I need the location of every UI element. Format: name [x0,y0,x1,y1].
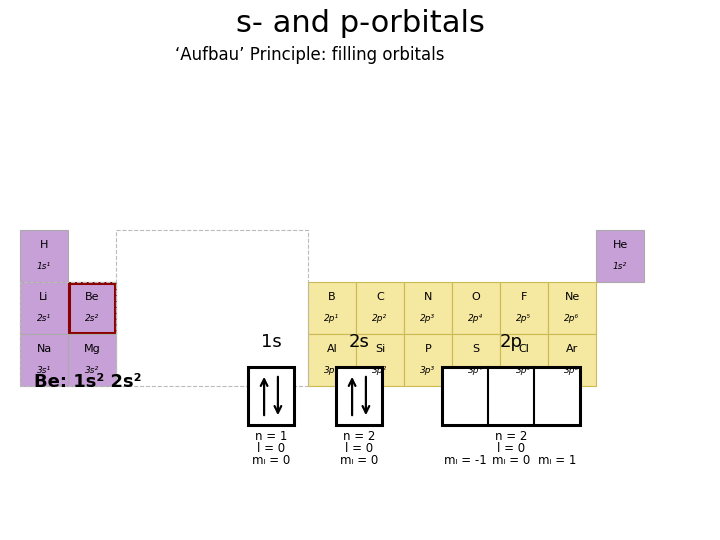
Bar [596,230,644,282]
Text: 3p⁶: 3p⁶ [564,366,580,375]
Text: 2s²: 2s² [85,314,99,323]
Bar [442,367,580,425]
Bar [248,367,294,425]
Text: C: C [376,292,384,301]
Text: Na: Na [37,343,52,354]
Bar [20,282,116,386]
Text: 2p²: 2p² [372,314,387,323]
Text: l = 0: l = 0 [497,442,525,455]
Bar [68,282,116,334]
Text: n = 2: n = 2 [495,430,527,443]
Text: 3p⁵: 3p⁵ [516,366,531,375]
Text: Al: Al [327,343,338,354]
Text: Cl: Cl [518,343,529,354]
Bar [452,334,500,386]
Text: mₗ = 1: mₗ = 1 [538,454,576,467]
Bar [20,230,68,282]
Text: Li: Li [40,292,49,301]
Text: 2p: 2p [500,333,523,351]
Bar [452,282,500,334]
Bar [356,334,404,386]
Text: P: P [425,343,431,354]
Text: 3p⁴: 3p⁴ [469,366,484,375]
Bar [20,282,68,334]
Text: ‘Aufbau’ Principle: filling orbitals: ‘Aufbau’ Principle: filling orbitals [175,46,445,64]
Bar [500,282,548,334]
Text: 3p²: 3p² [372,366,387,375]
Text: 1s: 1s [261,333,282,351]
Text: 3p³: 3p³ [420,366,436,375]
Text: 3s¹: 3s¹ [37,366,51,375]
Bar [68,334,116,386]
Text: n = 1: n = 1 [255,430,287,443]
Text: O: O [472,292,480,301]
Text: mₗ = 0: mₗ = 0 [252,454,290,467]
Text: N: N [424,292,432,301]
Text: 3s²: 3s² [85,366,99,375]
Bar [116,230,308,386]
Text: Si: Si [375,343,385,354]
Text: 1s¹: 1s¹ [37,262,51,271]
Text: mₗ = 0: mₗ = 0 [340,454,378,467]
Text: n = 2: n = 2 [343,430,375,443]
Bar [356,282,404,334]
Bar [308,282,356,334]
Text: Mg: Mg [84,343,100,354]
Text: He: He [613,240,628,249]
Text: B: B [328,292,336,301]
Text: mₗ = 0: mₗ = 0 [492,454,530,467]
Text: l = 0: l = 0 [257,442,285,455]
Bar [548,282,596,334]
Text: 2p⁵: 2p⁵ [516,314,531,323]
Text: 2s: 2s [348,333,369,351]
Bar [336,367,382,425]
Bar [308,334,356,386]
Text: Ne: Ne [564,292,580,301]
Text: l = 0: l = 0 [345,442,373,455]
Bar [69,283,115,333]
Bar [548,334,596,386]
Bar [20,334,68,386]
Text: 2s¹: 2s¹ [37,314,51,323]
Bar [404,282,452,334]
Text: 2p¹: 2p¹ [325,314,340,323]
Text: F: F [521,292,527,301]
Bar [500,334,548,386]
Text: S: S [472,343,480,354]
Text: Ar: Ar [566,343,578,354]
Bar [404,334,452,386]
Text: s- and p-orbitals: s- and p-orbitals [235,10,485,38]
Text: 1s²: 1s² [613,262,627,271]
Text: 2p⁶: 2p⁶ [564,314,580,323]
Text: 2p⁴: 2p⁴ [469,314,484,323]
Text: Be: 1s² 2s²: Be: 1s² 2s² [35,373,142,391]
Text: Be: Be [85,292,99,301]
Text: mₗ = -1: mₗ = -1 [444,454,487,467]
Text: 2p³: 2p³ [420,314,436,323]
Text: H: H [40,240,48,249]
Text: 3p¹: 3p¹ [325,366,340,375]
